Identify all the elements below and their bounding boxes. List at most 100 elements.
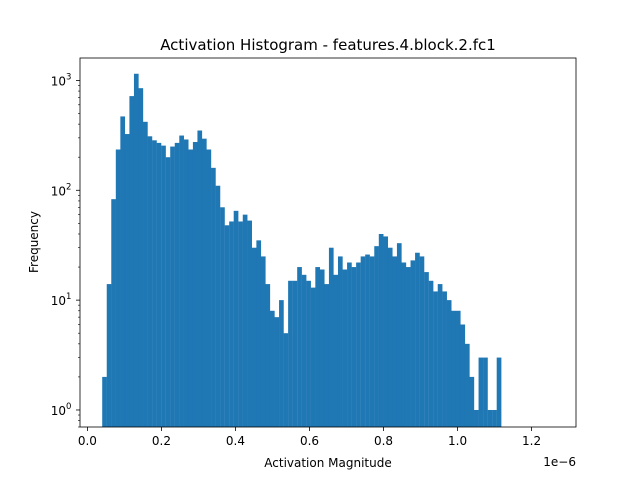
histogram-bar <box>446 300 452 427</box>
histogram-bar <box>356 262 361 427</box>
histogram-bar <box>129 96 135 427</box>
histogram-bar <box>283 333 289 427</box>
x-tick-label: 0.2 <box>152 434 171 448</box>
histogram-bar <box>492 409 497 427</box>
histogram-bar <box>474 409 479 427</box>
x-axis-label: Activation Magnitude <box>264 456 391 470</box>
histogram-bar <box>111 199 116 427</box>
histogram-bar <box>188 149 194 427</box>
histogram-bar <box>102 376 107 427</box>
histogram-bar <box>260 256 266 427</box>
x-tick-label: 0.0 <box>78 434 97 448</box>
histogram-bar <box>274 317 280 427</box>
histogram-bar <box>478 357 484 427</box>
histogram-bar <box>301 274 307 427</box>
histogram-bar <box>424 272 429 427</box>
histogram-bar <box>156 142 162 427</box>
histogram-bar <box>152 140 157 427</box>
y-tick-label: 10 <box>51 294 66 308</box>
histogram-bar <box>256 240 262 427</box>
y-tick-exponent: 1 <box>66 292 71 302</box>
histogram-bar <box>483 357 488 427</box>
histogram-bar <box>464 343 470 427</box>
histogram-bar <box>437 284 443 427</box>
histogram-bar <box>315 267 320 427</box>
histogram-bar <box>120 116 126 427</box>
histogram-bar <box>265 284 271 427</box>
histogram-bar <box>469 376 475 427</box>
histogram-bar <box>297 267 302 427</box>
histogram-bar <box>428 280 434 427</box>
histogram-bar <box>115 149 121 427</box>
histogram-bar <box>224 225 230 427</box>
histogram-bar <box>337 256 343 427</box>
histogram-bar <box>269 310 275 427</box>
histogram-bar <box>451 310 457 427</box>
chart-title: Activation Histogram - features.4.block.… <box>160 36 496 54</box>
histogram-bar <box>455 310 461 427</box>
histogram-bar <box>220 207 225 427</box>
histogram-bar <box>319 269 325 427</box>
x-tick-label: 0.8 <box>374 434 393 448</box>
histogram-bar <box>419 256 425 427</box>
y-tick-exponent: 3 <box>66 72 71 82</box>
histogram-bar <box>392 256 398 427</box>
histogram-bar <box>201 138 207 428</box>
x-tick-label: 0.6 <box>300 434 319 448</box>
y-tick-exponent: 0 <box>66 402 71 412</box>
y-tick-label: 10 <box>51 184 66 198</box>
histogram-bar <box>342 269 348 427</box>
histogram-bar <box>170 146 175 427</box>
histogram-bar <box>487 409 493 427</box>
x-tick-label: 1.0 <box>448 434 467 448</box>
histogram-bar <box>247 220 252 427</box>
histogram-bar <box>365 254 370 427</box>
histogram-bar <box>396 243 402 427</box>
histogram-bar <box>410 260 416 427</box>
histogram-bar <box>174 142 180 427</box>
histogram-bar <box>292 280 298 427</box>
histogram-bar <box>206 149 212 427</box>
y-tick-label: 10 <box>51 404 66 418</box>
x-tick-label: 0.4 <box>226 434 245 448</box>
histogram-bar <box>369 256 375 427</box>
bars-group <box>102 73 502 428</box>
histogram-bar <box>211 167 216 427</box>
histogram-bar <box>143 121 148 427</box>
histogram-bar <box>147 136 153 428</box>
y-tick-exponent: 2 <box>66 182 71 192</box>
histogram-bar <box>406 267 411 427</box>
histogram-bar <box>233 210 239 427</box>
histogram-bar <box>374 246 379 427</box>
y-axis-label: Frequency <box>27 211 41 273</box>
histogram-bar <box>433 291 438 427</box>
histogram-bar <box>238 221 243 427</box>
x-axis-offset-label: 1e−6 <box>543 455 576 469</box>
histogram-bar <box>378 233 384 427</box>
histogram-bar <box>347 262 352 427</box>
histogram-bar <box>383 236 389 427</box>
histogram-bar <box>197 130 203 427</box>
histogram-bar <box>415 252 420 427</box>
histogram-bar <box>133 73 139 427</box>
histogram-bar <box>242 214 248 427</box>
histogram-bar <box>310 287 316 427</box>
histogram-bar <box>279 300 284 427</box>
histogram-bar <box>106 284 112 427</box>
histogram-bar <box>192 142 198 427</box>
plot-frame <box>79 57 577 428</box>
histogram-bar <box>351 267 357 427</box>
x-axis-ticks: 0.0 0.2 0.4 0.6 0.8 1.0 1.2 <box>78 427 541 448</box>
histogram-bar <box>251 247 257 427</box>
histogram-bar <box>215 185 221 427</box>
histogram-bar <box>183 139 189 428</box>
histogram-bar <box>138 88 144 428</box>
histogram-bar <box>387 247 393 427</box>
histogram-bar <box>401 262 407 427</box>
x-tick-label: 1.2 <box>522 434 541 448</box>
histogram-bar <box>161 145 166 427</box>
histogram-bar <box>124 134 130 428</box>
histogram-bar <box>229 221 234 427</box>
